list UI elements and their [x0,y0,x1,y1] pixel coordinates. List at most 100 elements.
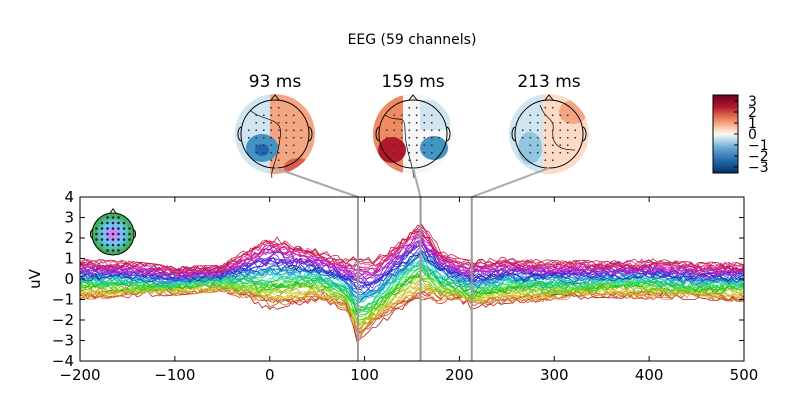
sensor-dot [423,129,426,132]
sensor-inset-dot [100,221,104,225]
sensor-dot [247,129,250,132]
sensor-dot [423,136,426,139]
sensor-dot [423,114,426,117]
sensor-inset-outline [91,212,135,256]
sensor-dot [536,129,539,132]
topomap-1: 93 ms [235,72,315,179]
sensor-dot [551,136,554,139]
sensor-dot [408,129,411,132]
sensor-dot [574,136,577,139]
topomap-2-ear-right [446,126,451,142]
sensor-dot [400,151,403,154]
sensor-dot [566,144,569,147]
sensor-dot [536,144,539,147]
y-tick-label: 0 [64,270,74,288]
sensor-inset-dot [122,238,126,241]
channel-trace [80,224,744,276]
topomap-1-contour [249,109,281,179]
sensor-dot [551,121,554,124]
sensor-dot [408,136,411,139]
sensor-dot [529,151,532,154]
sensor-dot [551,114,554,117]
sensor-layout-inset [90,208,136,256]
sensor-dot [255,129,258,132]
sensor-dot [393,136,396,139]
sensor-dot [430,136,433,139]
sensor-inset-ear-right [133,229,136,239]
x-tick-label: 100 [350,366,379,384]
sensor-inset-dot [128,227,131,230]
sensor-dot [400,114,403,117]
sensor-dot [544,159,547,162]
sensor-inset-dot [106,227,109,230]
sensor-dot [559,129,562,132]
channel-trace [80,239,744,279]
sensor-dot [544,129,547,132]
x-tick-label: 200 [445,366,474,384]
topomap-3-ear-right [582,126,587,142]
colorbar-tick-label: 0 [748,127,757,143]
colorbar-tick-label: −2 [748,149,769,165]
colorbar-tick-label: 1 [748,116,757,132]
sensor-dot [544,121,547,124]
sensor-dot [551,106,554,109]
sensor-dot [292,121,295,124]
sensor-dot [544,151,547,154]
sensor-inset-dot [117,243,120,247]
sensor-dot [423,121,426,124]
topomap-3: 213 ms [509,72,589,174]
sensor-inset-dot [122,232,126,236]
sensor-dot [430,121,433,124]
sensor-dot [270,129,273,132]
colorbar-tick-label: 2 [748,105,757,121]
sensor-inset-dot [95,238,98,241]
sensor-dot [566,151,569,154]
sensor-dot [566,121,569,124]
sensor-dot [415,114,418,117]
sensor-dot [551,144,554,147]
sensor-dot [270,159,273,162]
sensor-dot [415,151,418,154]
topomap-connectors [274,167,550,198]
sensor-inset-dot [122,221,126,225]
channel-trace [80,252,744,291]
topomap-1-ear-right [308,126,313,142]
sensor-inset-dot [100,238,104,241]
sensor-dot [566,129,569,132]
sensor-dot [423,144,426,147]
sensor-inset-dot [106,238,109,241]
sensor-dot [277,106,280,109]
sensor-dot [566,114,569,117]
sensor-dot [400,121,403,124]
sensor-dot [559,144,562,147]
sensor-dot [408,114,411,117]
topomap-1-ear-left [237,126,242,142]
sensor-dot [415,129,418,132]
sensor-dot [551,159,554,162]
sensor-dot [430,144,433,147]
sensor-dot [529,121,532,124]
x-tick-label: −200 [59,366,100,384]
sensor-dot [529,136,532,139]
sensor-inset-dot [111,216,115,219]
sensor-dot [277,151,280,154]
sensor-dot [285,144,288,147]
sensor-dot [408,121,411,124]
colorbar-tick-label: −1 [748,138,769,154]
butterfly-plot: −200 −100 0 100 200 300 400 500 −4 −3 −2 −1 0 1 2 3 4 u… [26,188,758,384]
topomap-connector-line [471,167,550,198]
sensor-dot [438,136,441,139]
figure-title: EEG (59 channels) [348,32,477,48]
sensor-dot [270,106,273,109]
sensor-dot [393,121,396,124]
sensor-dot [536,114,539,117]
sensor-dot [551,129,554,132]
sensor-dot [262,144,265,147]
topomap-connector-line [274,167,359,198]
sensor-inset-dot [117,238,120,241]
sensor-inset-dot [111,249,115,252]
sensor-dot [544,144,547,147]
sensor-dot [408,106,411,109]
sensor-dot [277,121,280,124]
